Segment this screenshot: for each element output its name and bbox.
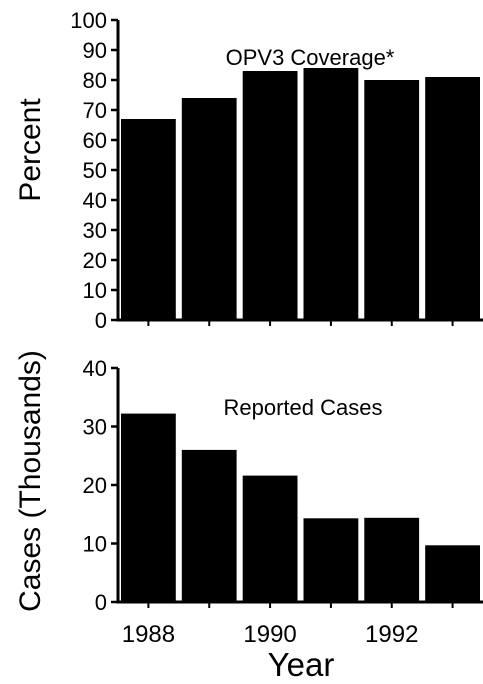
y-tick-label: 40	[83, 356, 107, 381]
y-tick-label: 0	[95, 308, 107, 333]
bar-1991	[303, 518, 359, 602]
y-tick-label: 20	[83, 248, 107, 273]
y-tick-label: 40	[83, 188, 107, 213]
x-axis-title: Year	[268, 646, 335, 683]
panel-title: Reported Cases	[224, 395, 383, 420]
bar-1990	[242, 475, 298, 602]
y-tick-label: 30	[83, 415, 107, 440]
x-tick-label: 1990	[243, 621, 296, 648]
x-tick-label: 1988	[122, 621, 175, 648]
y-tick-label: 10	[83, 532, 107, 557]
y-tick-label: 30	[83, 218, 107, 243]
y-tick-label: 50	[83, 158, 107, 183]
bar-1993	[425, 545, 480, 602]
y-tick-label: 60	[83, 128, 107, 153]
bar-1988	[121, 119, 176, 320]
bar-1989	[181, 98, 237, 320]
y-axis-title: Cases (Thousands)	[14, 350, 47, 612]
bar-1993	[425, 77, 480, 320]
y-tick-label: 100	[70, 8, 107, 33]
bar-1991	[303, 68, 359, 320]
bar-1990	[242, 71, 298, 320]
y-tick-label: 20	[83, 473, 107, 498]
y-axis-title: Percent	[14, 98, 47, 202]
y-tick-label: 0	[95, 590, 107, 615]
bar-1992	[364, 80, 420, 320]
coverage-panel: 0 10 20 30 40 50 60 70 80 90 100 OPV3 Coverage* Perc…	[14, 8, 483, 333]
panel-title: OPV3 Coverage*	[226, 45, 395, 70]
y-tick-label: 10	[83, 278, 107, 303]
y-tick-label: 90	[83, 38, 107, 63]
y-tick-label: 70	[83, 98, 107, 123]
bar-1989	[181, 449, 237, 602]
cases-panel: 0 10 20 30 40 1988 1990 1992 Reported Cases Cases…	[14, 350, 483, 648]
bar-1988	[121, 413, 176, 602]
y-tick-label: 80	[83, 68, 107, 93]
x-tick-label: 1992	[365, 621, 418, 648]
bar-1992	[364, 517, 420, 602]
